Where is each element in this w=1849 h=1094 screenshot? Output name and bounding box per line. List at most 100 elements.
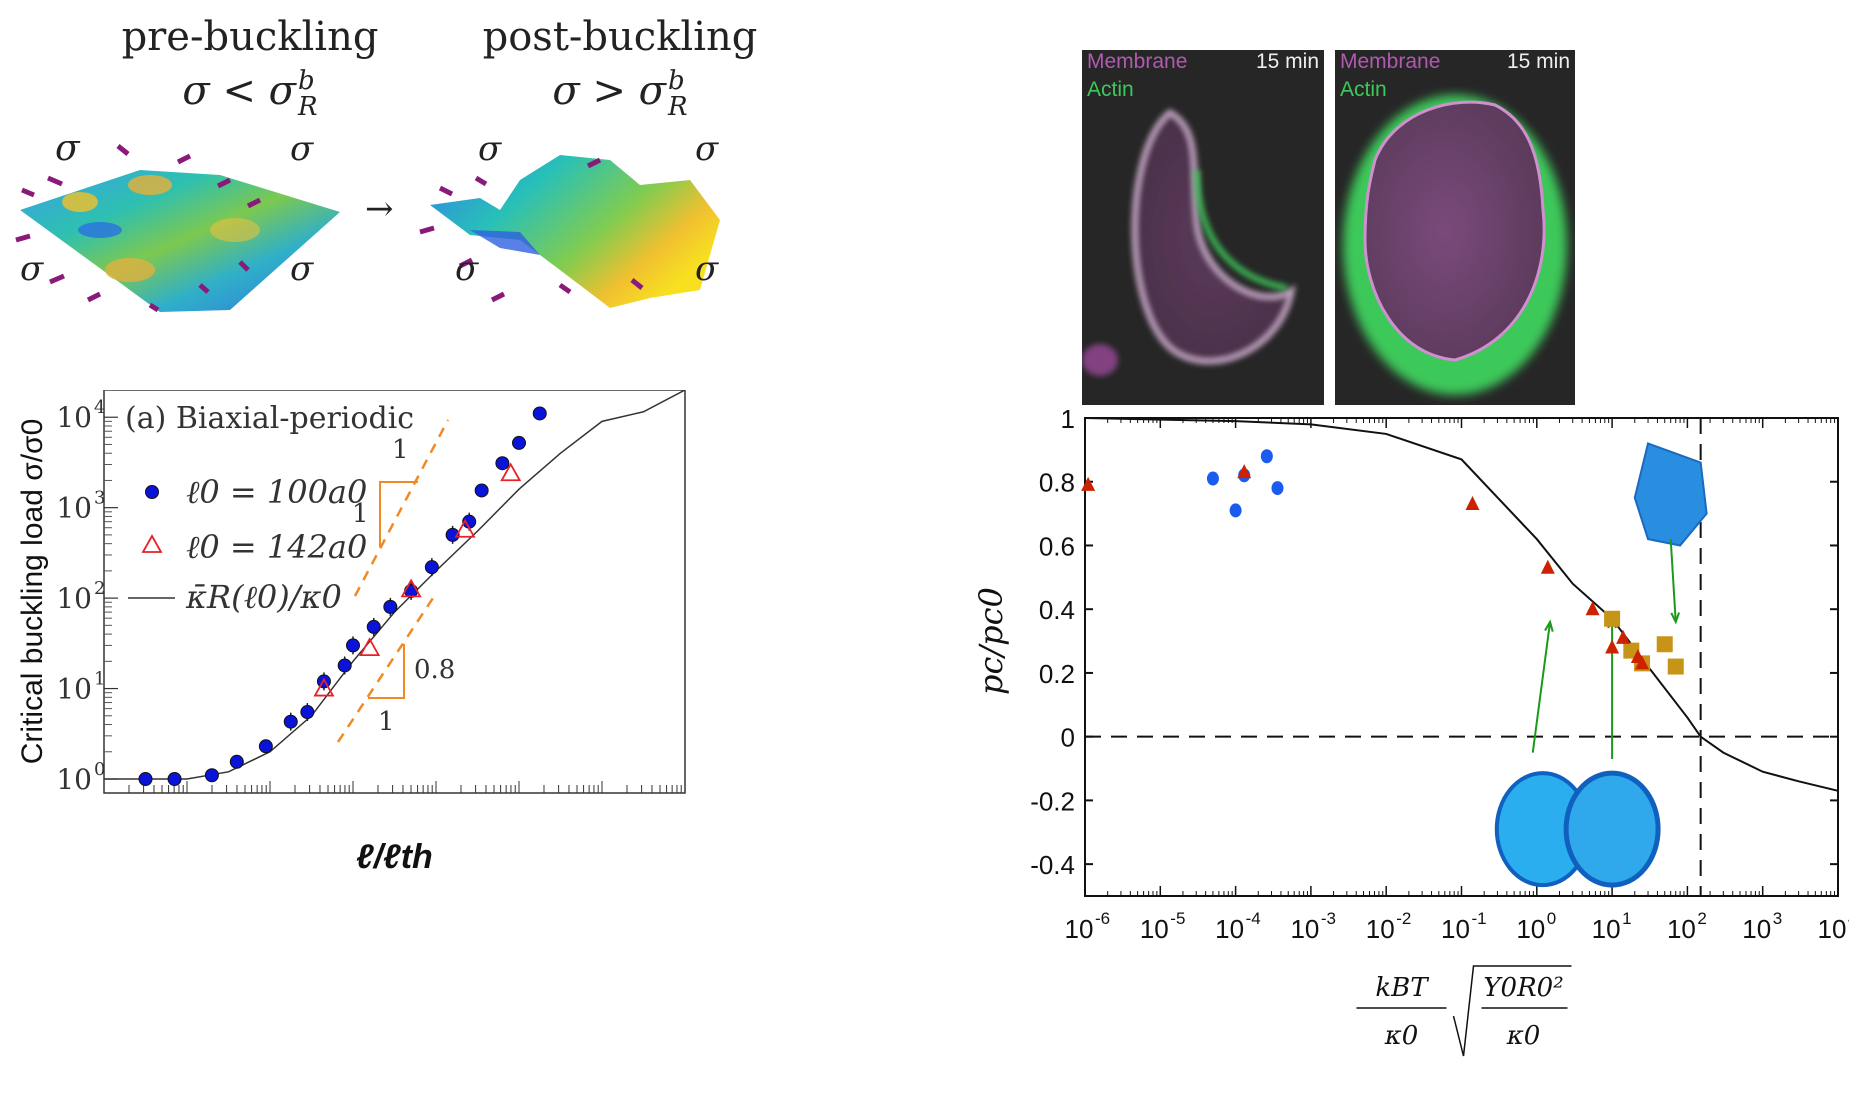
crescent-cell-image <box>1082 108 1296 376</box>
pre-sub: R <box>297 92 318 122</box>
y-tick-exponent: 2 <box>94 578 105 599</box>
actin-label: Actin <box>1340 78 1387 101</box>
data-point-circle <box>1271 481 1284 496</box>
y-tick-label: 0 <box>1061 723 1075 753</box>
slope-run-label: 1 <box>378 707 395 737</box>
data-point-circle <box>337 658 352 673</box>
membrane-label: Membrane <box>1340 50 1441 73</box>
data-point-triangle <box>454 518 476 538</box>
data-point-circle <box>512 435 526 450</box>
post-buckling-title: post-buckling <box>482 14 758 60</box>
legend-marker-triangle <box>141 534 163 553</box>
slope-triangle-lower <box>368 644 405 699</box>
x-tick-label: 10 <box>1290 914 1319 944</box>
slope-rise-label: 1 <box>352 499 369 529</box>
pressure-ratio-chart: 10.80.60.40.20-0.2-0.410 -6 10 -5 10 -4 10 -3 10… <box>972 404 1849 1057</box>
plot-frame <box>1084 417 1839 897</box>
actin-label: Actin <box>1087 78 1134 101</box>
data-point-triangle <box>500 462 522 482</box>
data-point-triangle <box>1081 476 1096 491</box>
arrowhead-icon <box>1544 619 1554 632</box>
x-tick-label: 10 <box>1140 914 1169 944</box>
y-tick-label: 10 <box>56 492 92 525</box>
data-point-square <box>1656 636 1673 653</box>
slope-guide-upper <box>353 419 450 597</box>
plot-frame <box>103 390 686 794</box>
x-tick-exponent: 2 <box>1697 909 1706 928</box>
x-tick-label: 10 <box>1065 914 1094 944</box>
pre-sup: b <box>297 66 315 96</box>
legend-label: κ̄R(ℓ0)/κ0 <box>185 578 342 616</box>
y-tick-label: 10 <box>56 401 92 434</box>
membrane-label: Membrane <box>1087 50 1188 73</box>
sqrt-sign <box>1452 965 1572 1057</box>
time-label: 15 min <box>1255 50 1319 73</box>
x-tick-exponent: -2 <box>1396 909 1411 928</box>
y-tick-label: 1 <box>1061 404 1075 434</box>
x-tick-label: 10 <box>1516 914 1545 944</box>
slope-run-label: 1 <box>392 435 409 465</box>
micrograph-round: Membrane Actin 15 min <box>1335 50 1575 405</box>
sigma-label: σ <box>455 249 479 289</box>
data-point-circle <box>346 638 360 653</box>
post-sup: b <box>667 66 685 96</box>
data-point-circle <box>495 456 510 471</box>
pointer-arrow <box>1531 621 1552 753</box>
compression-arrows-pre <box>15 144 262 313</box>
sigma-label: σ <box>290 249 314 289</box>
round-cell-image <box>1343 95 1567 395</box>
x-tick-exponent: 1 <box>1622 909 1631 928</box>
y-tick-label: 10 <box>56 582 92 615</box>
chart-title: (a) Biaxial-periodic <box>125 401 414 436</box>
post-buckling-surface <box>430 155 720 308</box>
data-point-triangle <box>1237 464 1252 479</box>
data-point-circle <box>1260 449 1273 464</box>
data-point-triangle <box>1605 639 1620 654</box>
x-axis-label-denominator: κ0 <box>1384 1021 1419 1051</box>
y-tick-label: 10 <box>56 673 92 706</box>
x-tick-exponent: 3 <box>1773 909 1782 928</box>
x-axis-label-numerator: kBT <box>1375 973 1429 1003</box>
data-point-triangle <box>313 677 335 697</box>
sigma-label: σ <box>290 140 314 169</box>
data-point-circle <box>138 771 153 786</box>
pre-buckling-surface <box>20 170 340 312</box>
x-tick-label: 10 <box>1215 914 1244 944</box>
sigma-label: σ <box>695 140 719 169</box>
x-tick-exponent: -6 <box>1095 909 1110 928</box>
legend-marker-circle <box>145 485 159 499</box>
y-tick-exponent: 4 <box>94 397 105 418</box>
arrowhead-icon <box>1670 612 1681 625</box>
y-tick-exponent: 0 <box>94 759 105 780</box>
y-tick-label: -0.4 <box>1030 850 1075 880</box>
y-tick-exponent: 1 <box>94 669 105 690</box>
x-axis-label-numerator: Y0R0² <box>1483 973 1563 1003</box>
data-point-circle <box>258 739 273 754</box>
y-tick-label: 10 <box>56 763 92 796</box>
data-point-triangle <box>359 637 381 657</box>
data-point-circle <box>1206 471 1219 486</box>
data-point-square <box>1667 658 1684 675</box>
x-tick-label: 10 <box>1667 914 1696 944</box>
y-tick-exponent: 3 <box>94 488 105 509</box>
time-label: 15 min <box>1506 50 1570 73</box>
y-axis-label: Critical buckling load σ/σ0 <box>16 419 49 765</box>
data-point-circle <box>167 771 182 786</box>
pointer-arrow <box>1669 539 1677 623</box>
data-point-square <box>1604 610 1621 627</box>
inset-rough-shell <box>1633 442 1708 547</box>
y-tick-label: 0.2 <box>1039 659 1075 689</box>
slope-rise-label: 0.8 <box>414 655 455 685</box>
inset-wrinkled-sphere <box>1563 770 1661 888</box>
data-point-circle <box>445 527 460 542</box>
transition-arrow-icon: → <box>365 189 394 229</box>
data-point-circle <box>532 406 547 421</box>
data-point-triangle <box>1635 655 1650 670</box>
data-point-triangle <box>1585 601 1600 616</box>
x-tick-exponent: -4 <box>1246 909 1261 928</box>
data-point-circle <box>474 483 489 498</box>
x-tick-exponent: -3 <box>1321 909 1336 928</box>
buckling-illustration: σ σ σ σ → σ σ σ σ <box>15 140 720 313</box>
